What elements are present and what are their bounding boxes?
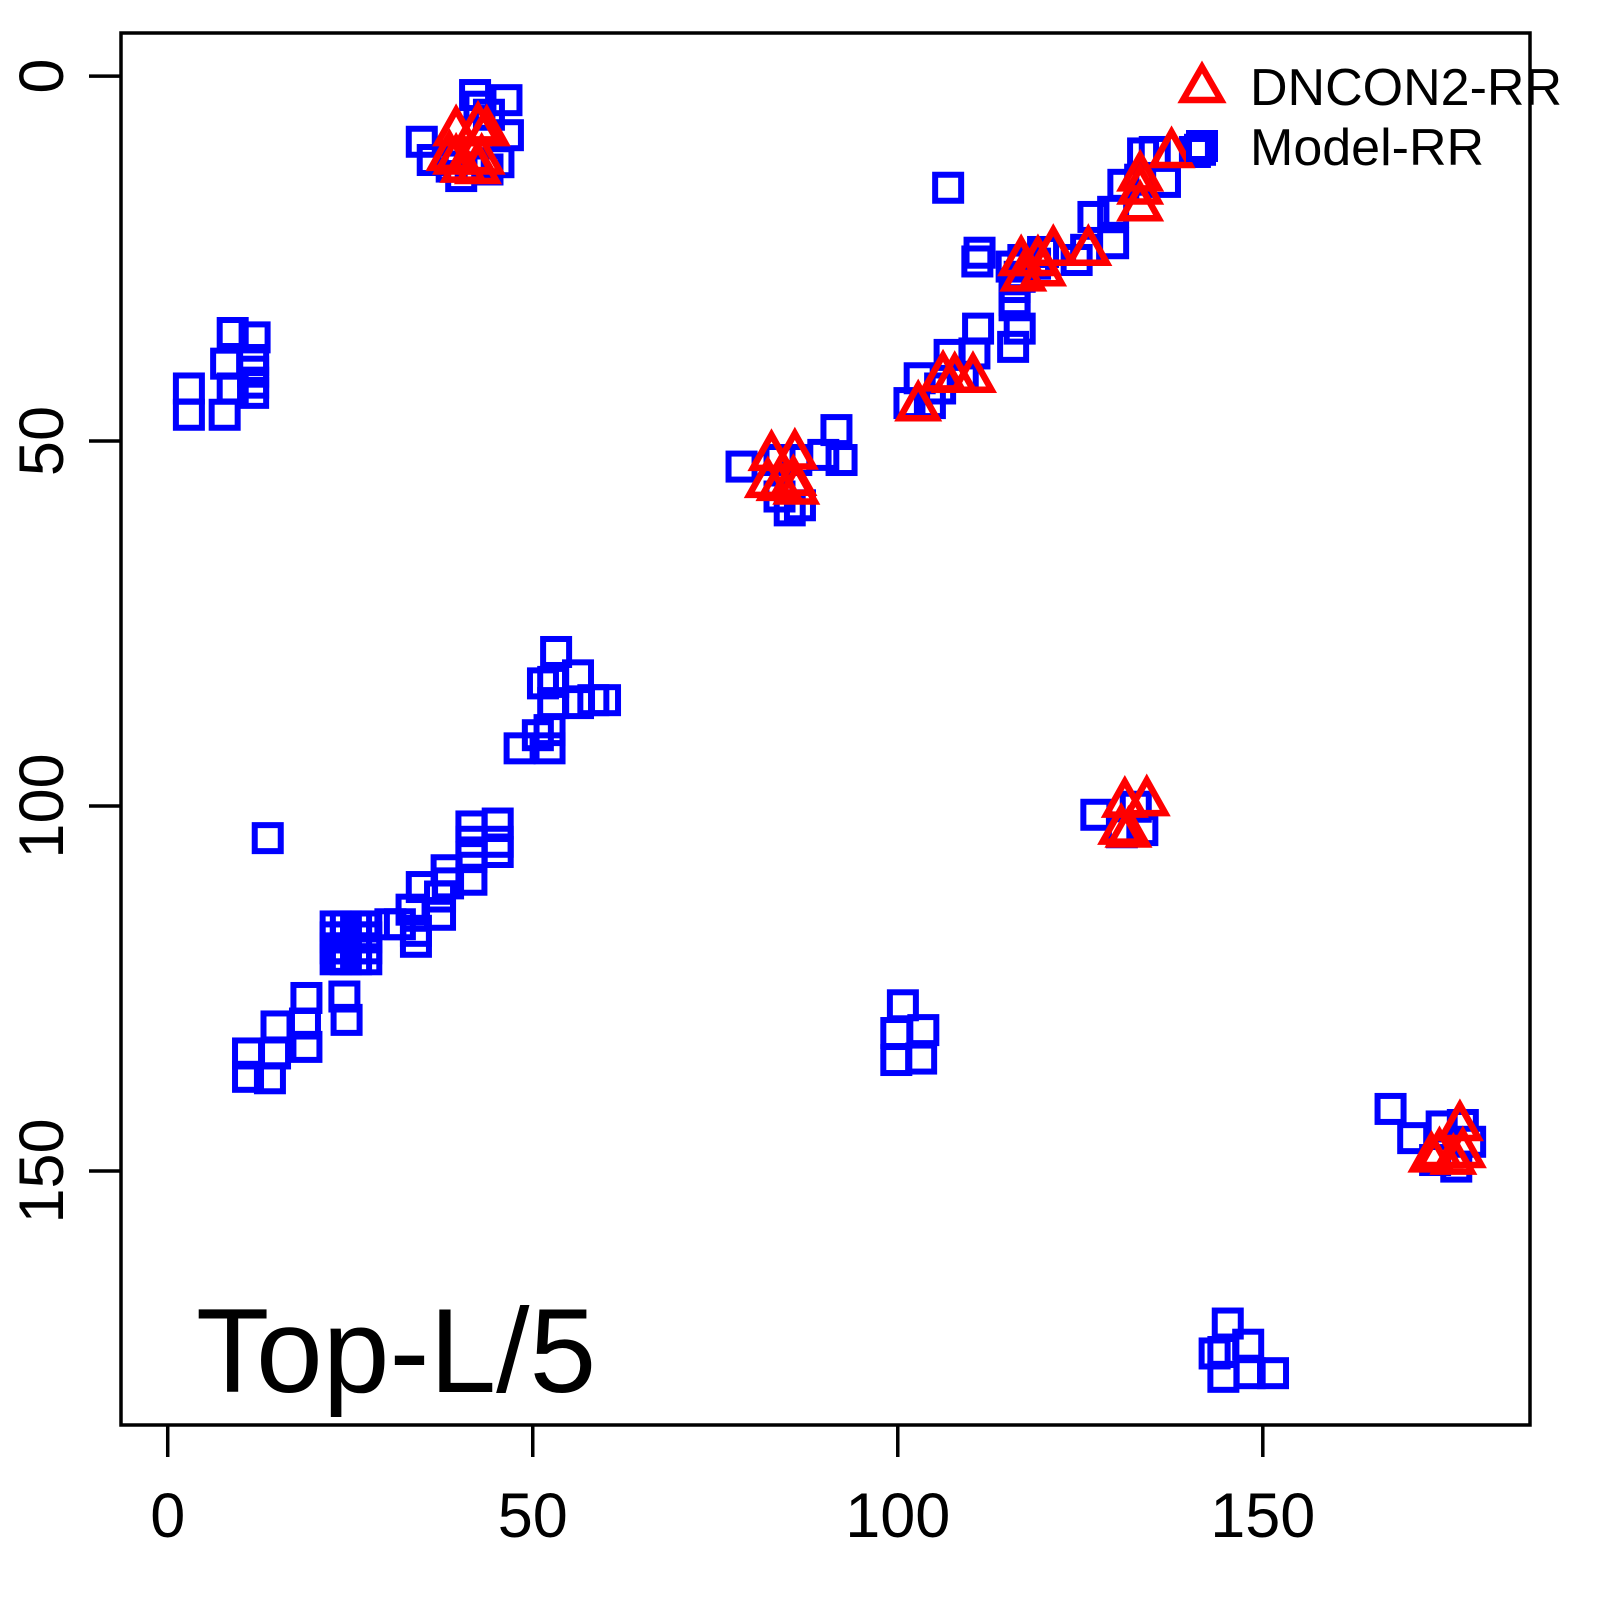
- y-tick-label: 0: [7, 59, 77, 94]
- y-axis-ticks: 0 50 100 150: [7, 59, 121, 1224]
- model-rr-square-marker: [825, 444, 858, 477]
- model-rr-square-marker: [1257, 1357, 1290, 1390]
- model-rr-square-marker: [997, 330, 1030, 363]
- dncon2-rr-triangle-marker: [1116, 178, 1165, 222]
- plot-border: [119, 31, 1532, 1427]
- model-rr-square-marker: [963, 236, 996, 269]
- x-tick-label: 0: [150, 1481, 185, 1551]
- dncon2-rr-triangle-marker: [1438, 1125, 1487, 1169]
- dncon2-rr-triangle-marker: [1019, 243, 1068, 287]
- model-rr-square-marker: [232, 1060, 265, 1093]
- model-rr-square-marker: [880, 1044, 913, 1077]
- model-rr-square-marker: [237, 376, 270, 409]
- model-rr-square-marker: [251, 822, 284, 855]
- dncon2-rr-triangle-marker: [948, 350, 998, 394]
- legend-square-icon: [1186, 130, 1218, 162]
- model-rr-square-marker: [290, 981, 323, 1014]
- dncon2-rr-triangle-marker: [1407, 1129, 1456, 1173]
- dncon2-rr-triangle-marker: [1147, 125, 1196, 169]
- legend-label-dncon2rr: DNCON2-RR: [1250, 59, 1562, 117]
- model-rr-square-marker: [383, 908, 416, 941]
- model-rr-square-marker: [324, 941, 357, 974]
- dncon2-rr-triangle-marker: [1116, 161, 1165, 205]
- dncon2-rr-triangle-marker: [1429, 1131, 1478, 1175]
- model-rr-square-marker: [1077, 200, 1110, 233]
- dncon2-rr-triangle-marker: [772, 461, 821, 505]
- y-tick-label: 100: [7, 753, 77, 858]
- model-rr-square-marker: [260, 1010, 293, 1043]
- y-tick-label: 150: [7, 1118, 77, 1223]
- model-rr-square-marker: [481, 807, 514, 840]
- model-rr-square-marker: [503, 732, 536, 765]
- model-rr-square-marker: [880, 1017, 913, 1050]
- model-rr-square-marker: [399, 925, 432, 958]
- model-rr-square-marker: [238, 321, 271, 354]
- legend-label-modelrr: Model-RR: [1250, 119, 1484, 177]
- dncon2-rr-triangle-marker: [1104, 804, 1153, 848]
- model-rr-square-marker: [330, 1003, 363, 1036]
- dncon2-rr-points: [425, 99, 1487, 1175]
- dncon2-rr-triangle-marker: [1064, 223, 1113, 267]
- legend-triangle-icon: [1177, 60, 1227, 104]
- model-rr-square-marker: [424, 898, 457, 931]
- model-rr-square-marker: [172, 398, 205, 431]
- y-tick-label: 50: [7, 406, 77, 476]
- model-rr-square-marker: [932, 171, 965, 204]
- model-rr-square-marker: [216, 317, 249, 350]
- model-rr-points: [172, 79, 1487, 1393]
- model-rr-square-marker: [1207, 1360, 1240, 1393]
- dncon2-rr-triangle-marker: [894, 378, 943, 422]
- model-rr-square-marker: [1097, 227, 1130, 260]
- legend: DNCON2-RR Model-RR: [1177, 59, 1562, 177]
- x-tick-label: 150: [1210, 1481, 1315, 1551]
- model-rr-square-marker: [208, 398, 241, 431]
- model-rr-square-marker: [1374, 1092, 1407, 1125]
- model-rr-square-marker: [533, 732, 566, 765]
- annotation-top-l5: Top-L/5: [196, 1284, 596, 1418]
- dncon2-rr-triangle-marker: [1122, 773, 1171, 817]
- x-tick-label: 100: [845, 1481, 950, 1551]
- model-rr-square-marker: [290, 1030, 323, 1063]
- model-rr-square-marker: [172, 372, 205, 405]
- model-rr-square-marker: [253, 1062, 286, 1095]
- x-axis-ticks: 0 50 100 150: [150, 1425, 1315, 1551]
- model-rr-square-marker: [540, 635, 573, 668]
- dncon2-rr-triangle-marker: [453, 141, 503, 185]
- x-tick-label: 50: [498, 1481, 568, 1551]
